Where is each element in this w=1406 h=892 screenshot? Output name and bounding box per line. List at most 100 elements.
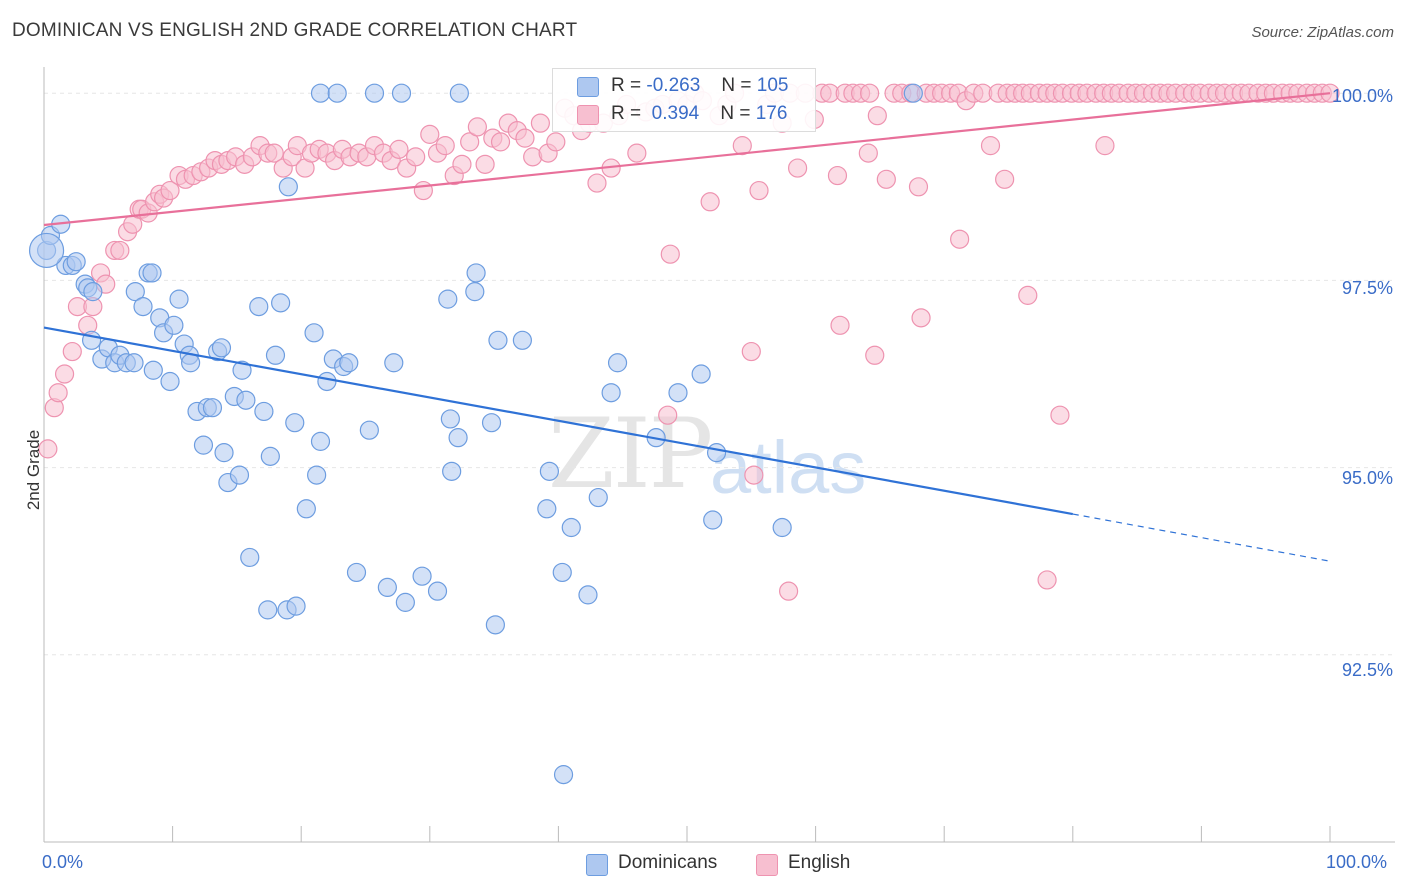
dominican-point [278, 177, 298, 197]
dominican-point [169, 289, 189, 309]
dominican-point [440, 409, 460, 429]
dominican-point [578, 585, 598, 605]
english-point [48, 383, 68, 403]
english-point [1018, 285, 1038, 305]
english-trend-line [43, 92, 1331, 227]
dominican-point [258, 600, 278, 620]
dominican-point [539, 461, 559, 481]
dominican-point [903, 83, 923, 103]
dominican-point [66, 252, 86, 272]
english-point [876, 169, 896, 189]
dominican-point [125, 282, 145, 302]
english-point [1037, 570, 1057, 590]
trend-lines [43, 92, 1331, 562]
dominican-point [449, 83, 469, 103]
english-point [908, 177, 929, 197]
dominican-point [512, 330, 532, 350]
dominican-point [142, 263, 162, 283]
english-point [435, 136, 455, 156]
dominican-point [668, 383, 688, 403]
dominican-point [296, 499, 316, 519]
english-point [264, 143, 284, 163]
dominican-point [260, 446, 280, 466]
dominican-point [240, 547, 260, 568]
dominican-point [364, 83, 385, 103]
english-point [54, 364, 75, 384]
english-point [62, 341, 82, 362]
dominican-point [83, 282, 103, 302]
english-point [38, 439, 58, 459]
legend-n-value: 176 [755, 103, 788, 124]
dominican-point [561, 517, 581, 538]
english-point [950, 229, 970, 249]
dominican-point [537, 499, 557, 519]
english-point [1095, 136, 1115, 156]
dominican-point [466, 263, 486, 283]
dominican-point [229, 465, 250, 485]
dominican-point [164, 315, 184, 335]
bottom-legend-swatch-blue [586, 854, 608, 876]
dominican-point [339, 353, 359, 373]
english-point [452, 154, 472, 174]
dominican-point [193, 435, 214, 455]
dominican-point [310, 431, 331, 451]
english-point [406, 147, 426, 167]
dominican-point [448, 428, 468, 448]
dominican-point [271, 293, 291, 313]
dominican-point [202, 398, 223, 418]
watermark-zip: ZIP [548, 398, 713, 510]
english-point [867, 106, 887, 126]
english-point [787, 158, 808, 178]
y-tick-label-92-5: 92.5% [1341, 660, 1393, 680]
legend-swatch-blue [577, 77, 599, 97]
dominican-point [488, 330, 508, 350]
legend-r-label: R = [611, 103, 642, 124]
legend-n-value: 105 [756, 75, 789, 96]
scatter-points [28, 83, 1340, 785]
dominican-point [588, 487, 608, 508]
dominican-point [772, 517, 792, 538]
y-tick-label-100: 100.0% [1331, 86, 1393, 106]
dominican-point [481, 413, 502, 433]
dominican-point [438, 289, 458, 309]
english-point [475, 154, 495, 174]
dominican-point [553, 765, 574, 785]
dominican-point [285, 413, 305, 433]
english-point [546, 132, 566, 152]
english-point [627, 143, 647, 163]
english-point [911, 308, 931, 328]
english-point [389, 139, 409, 159]
english-point [515, 128, 535, 148]
english-point [860, 83, 880, 103]
english-point [530, 113, 550, 133]
dominican-point [124, 353, 144, 373]
x-tick-label-max: 100.0% [1326, 852, 1388, 872]
dominican-trend-extension [1072, 513, 1331, 562]
dominican-point [691, 364, 711, 384]
english-point [830, 315, 850, 335]
dominican-point [706, 443, 727, 463]
english-point [413, 180, 433, 201]
english-point [467, 117, 487, 137]
english-point [741, 341, 761, 362]
dominican-point [465, 282, 485, 302]
english-point [827, 165, 848, 186]
english-point [490, 132, 511, 152]
english-point [660, 244, 680, 264]
legend-r-value: -0.263 [646, 75, 701, 96]
legend-n-label: N = [720, 103, 751, 124]
dominican-point [232, 360, 252, 380]
dominican-point [427, 581, 448, 601]
dominican-point [607, 353, 628, 373]
english-point [700, 192, 720, 212]
dominican-point [317, 371, 337, 392]
english-point [980, 136, 1001, 156]
dominican-point [359, 420, 379, 440]
english-point [732, 136, 752, 156]
dominican-point [143, 360, 163, 380]
dominican-point [412, 566, 432, 586]
dominican-point [160, 371, 180, 392]
bottom-legend-label: Dominicans [618, 852, 718, 873]
dominican-point [307, 465, 327, 485]
